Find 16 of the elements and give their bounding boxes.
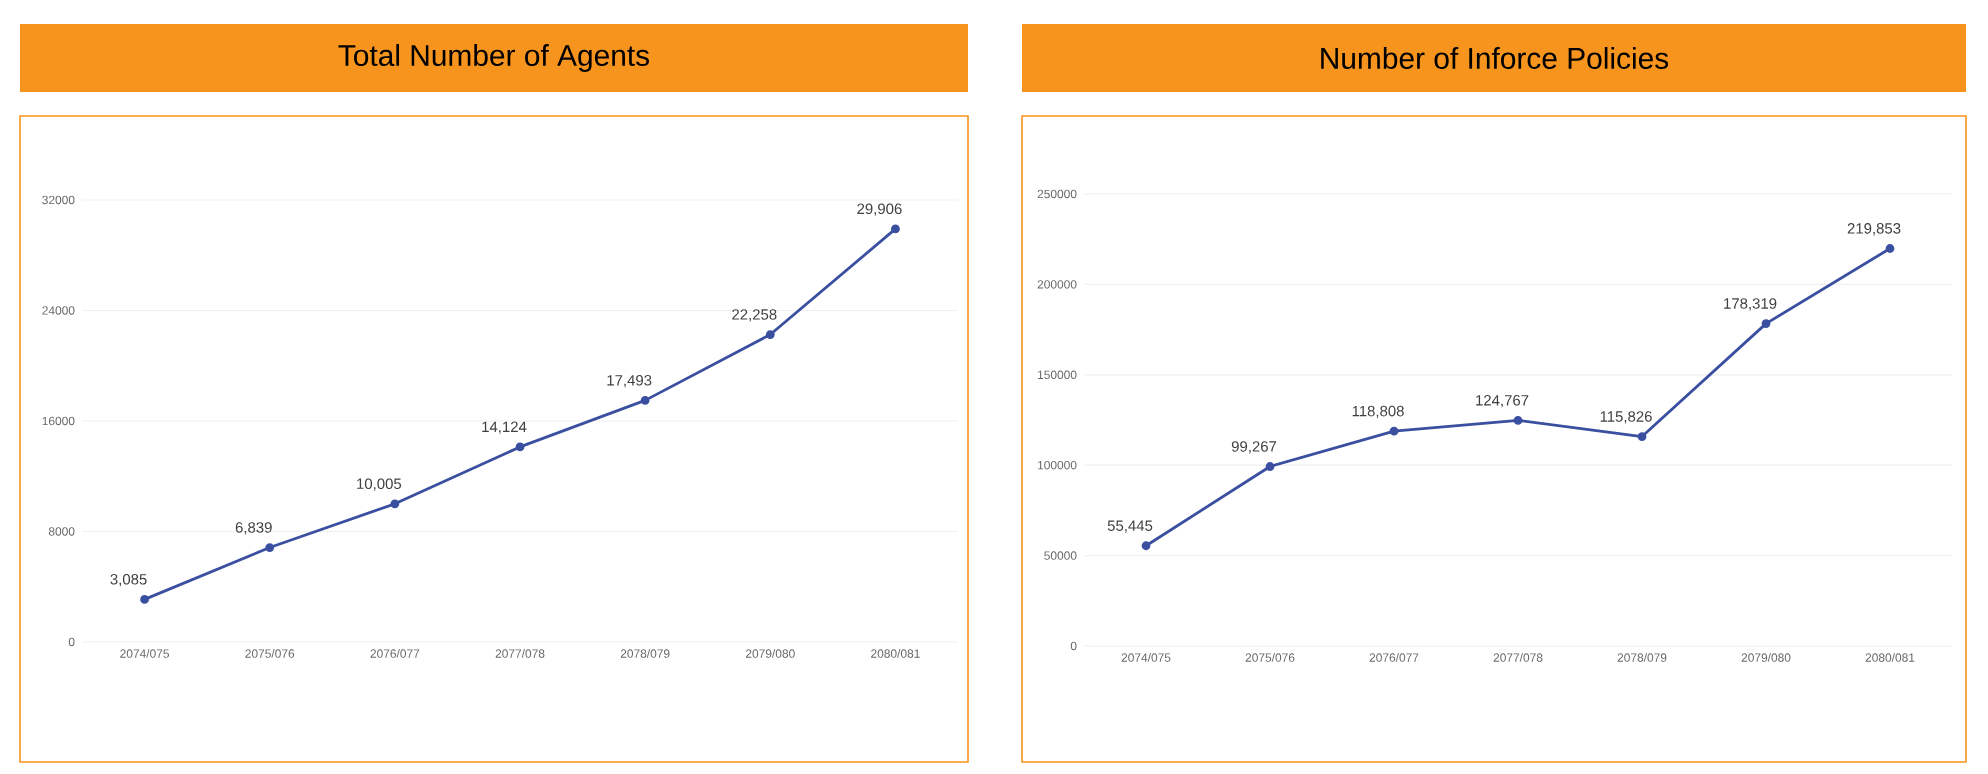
point — [1141, 541, 1151, 551]
point — [891, 224, 900, 234]
point — [765, 330, 775, 339]
point — [1265, 462, 1275, 471]
chart-title: Total Number of Agents — [338, 44, 650, 72]
point — [1637, 432, 1647, 441]
point — [515, 442, 525, 452]
point — [1761, 319, 1771, 328]
chart-title: Number of Inforce Policies — [1321, 47, 1669, 69]
point — [1389, 426, 1399, 436]
point — [640, 395, 650, 405]
point — [140, 594, 149, 604]
point — [265, 543, 275, 552]
point — [1885, 244, 1895, 253]
point — [1513, 416, 1523, 425]
point — [390, 499, 400, 509]
